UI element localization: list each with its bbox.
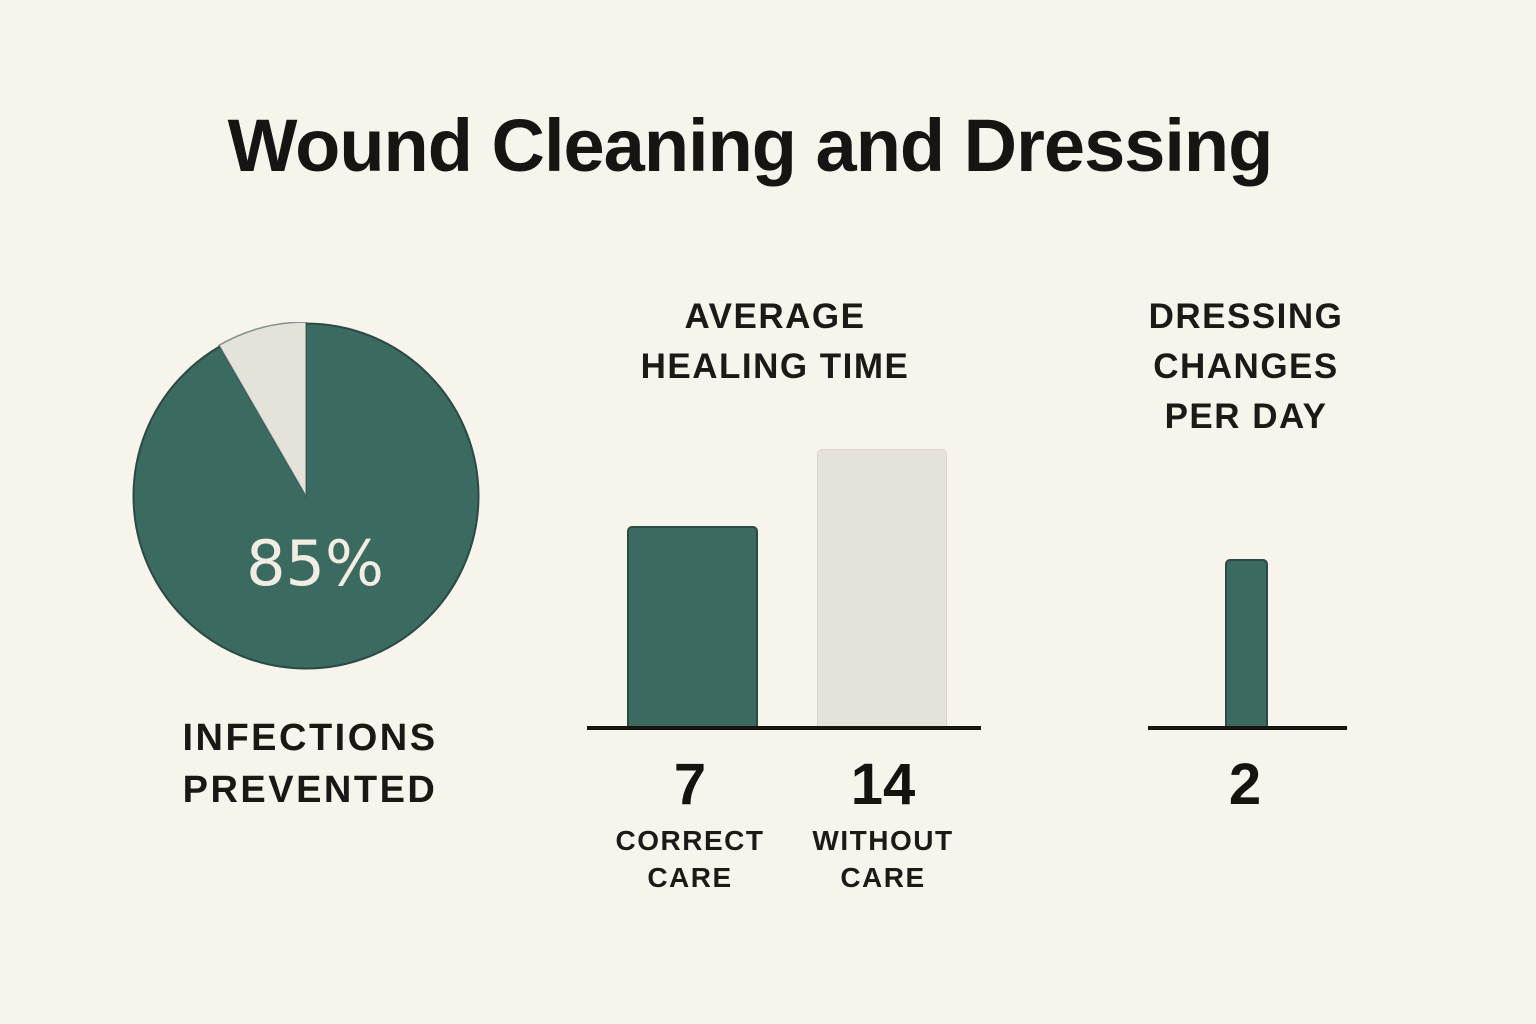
healing-time-axis: [587, 726, 981, 730]
bar-caption-correct-care-line1: CORRECT: [615, 825, 765, 856]
bar-caption-correct-care: CORRECT CARE: [580, 822, 800, 896]
bar-caption-without-care-line2: CARE: [840, 862, 926, 893]
dressing-changes-heading-line1: DRESSING: [1148, 297, 1344, 336]
bar-value-correct-care: 7: [673, 752, 707, 817]
dressing-changes-heading-line3: PER DAY: [1164, 397, 1328, 436]
bar-value-dressing-changes: 2: [1228, 752, 1262, 817]
bar-dressing-changes: [1225, 559, 1268, 726]
page-title: Wound Cleaning and Dressing: [227, 104, 1274, 187]
pie-slice-remainder: [217, 322, 307, 499]
pie-percent-label: 85%: [246, 527, 384, 600]
bar-caption-correct-care-line2: CARE: [647, 862, 733, 893]
healing-time-heading-line1: AVERAGE: [684, 297, 866, 336]
healing-time-heading: AVERAGE HEALING TIME: [525, 292, 1025, 392]
pie-caption-line2: PREVENTED: [182, 769, 438, 811]
dressing-changes-axis: [1148, 726, 1347, 730]
bar-caption-without-care-line1: WITHOUT: [812, 825, 954, 856]
bar-caption-without-care: WITHOUT CARE: [773, 822, 993, 896]
infections-pie-chart: [132, 322, 480, 670]
pie-caption-line1: INFECTIONS: [182, 717, 438, 759]
dressing-changes-heading-line2: CHANGES: [1153, 347, 1339, 386]
pie-caption: INFECTIONS PREVENTED: [60, 712, 560, 816]
bar-without-care: [817, 449, 947, 726]
dressing-changes-heading: DRESSING CHANGES PER DAY: [1026, 292, 1466, 442]
bar-correct-care: [627, 526, 758, 726]
healing-time-heading-line2: HEALING TIME: [640, 347, 910, 386]
bar-value-without-care: 14: [850, 752, 916, 817]
